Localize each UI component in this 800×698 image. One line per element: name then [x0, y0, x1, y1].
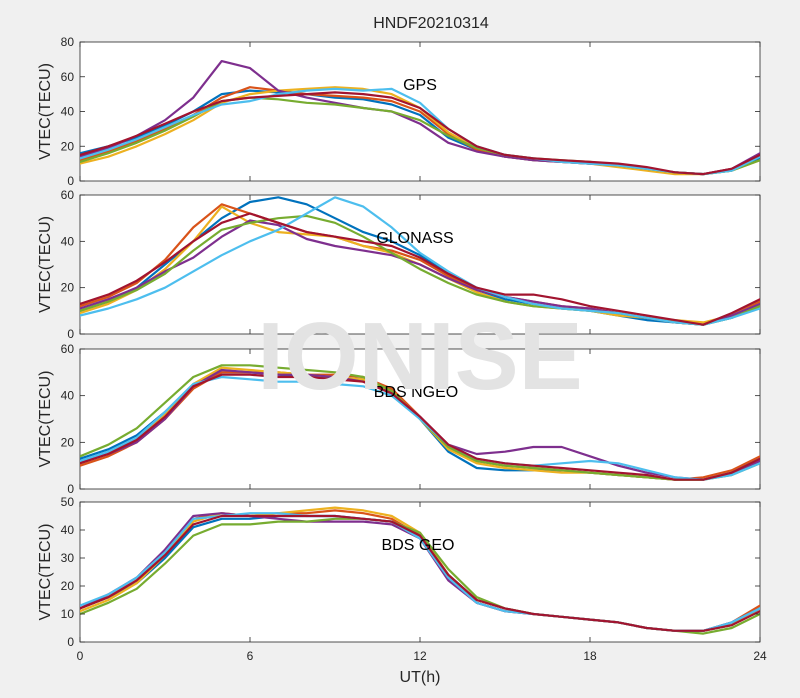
x-axis-label: UT(h) — [400, 669, 441, 686]
y-tick-label: 20 — [61, 281, 75, 295]
y-tick-label: 40 — [61, 523, 75, 537]
y-axis-label: VTEC(TECU) — [37, 524, 54, 621]
y-tick-label: 0 — [67, 482, 74, 496]
series-group — [80, 60, 760, 176]
y-tick-label: 0 — [67, 635, 74, 649]
y-tick-label: 30 — [61, 551, 75, 565]
subplot-2: 0 20 40 60 VTEC(TECU) GLONASS — [37, 188, 761, 341]
y-tick-label: 40 — [61, 105, 75, 119]
x-tick-label: 6 — [247, 649, 254, 663]
subplot-1: 0 20 40 60 80 VTEC(TECU) GPS — [37, 35, 761, 188]
plot-area — [79, 501, 761, 643]
y-axis-label: VTEC(TECU) — [37, 371, 54, 468]
y-tick-label: 50 — [61, 495, 75, 509]
series-line-7 — [80, 373, 760, 481]
y-tick-label: 10 — [61, 607, 75, 621]
series-line-6 — [80, 87, 760, 176]
y-tick-label: 60 — [61, 188, 75, 202]
y-tick-label: 80 — [61, 35, 75, 49]
y-tick-label: 60 — [61, 342, 75, 356]
y-tick-label: 20 — [61, 139, 75, 153]
x-tick-label: 12 — [413, 649, 427, 663]
y-tick-label: 0 — [67, 174, 74, 188]
y-tick-label: 20 — [61, 579, 75, 593]
series-line-6 — [80, 196, 760, 326]
series-line-6 — [80, 375, 760, 481]
series-group — [80, 364, 760, 481]
system-annotation: BDS GEO — [382, 537, 455, 554]
series-line-7 — [80, 91, 760, 176]
series-line-7 — [80, 212, 760, 326]
x-tick-label: 18 — [583, 649, 597, 663]
y-axis-label: VTEC(TECU) — [37, 63, 54, 160]
x-tick-label: 24 — [753, 649, 767, 663]
watermark-text: IONISE — [257, 303, 582, 410]
x-tick-label: 0 — [77, 649, 84, 663]
y-axis-label: VTEC(TECU) — [37, 216, 54, 313]
series-line-7 — [80, 514, 760, 632]
series-group — [80, 506, 760, 635]
y-tick-label: 0 — [67, 327, 74, 341]
y-tick-label: 60 — [61, 70, 75, 84]
y-tick-label: 40 — [61, 389, 75, 403]
y-tick-label: 20 — [61, 435, 75, 449]
system-annotation: GPS — [403, 77, 437, 94]
subplot-3: 0 20 40 60 VTEC(TECU) BDS NGEO — [37, 342, 761, 496]
system-annotation: GLONASS — [376, 230, 453, 247]
y-tick-label: 40 — [61, 234, 75, 248]
system-annotation: BDS NGEO — [374, 384, 458, 401]
subplot-4: 0 10 20 30 40 50 0 6 12 18 24 VTEC(TECU) BDS GEO — [37, 495, 767, 663]
figure-title: HNDF20210314 — [373, 15, 489, 32]
series-group — [80, 196, 760, 326]
